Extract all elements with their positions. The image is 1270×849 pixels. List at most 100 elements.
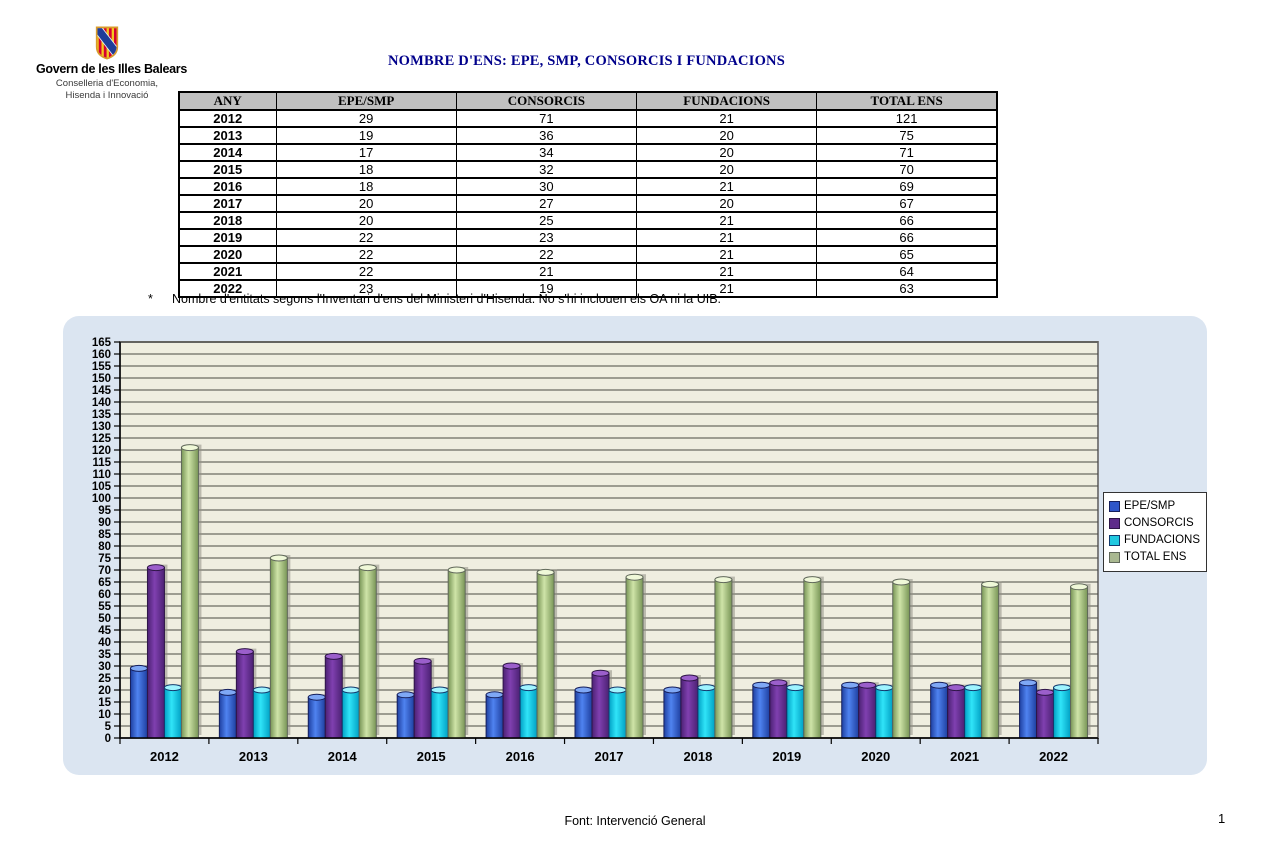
table-cell: 21 [635,212,818,230]
table-cell: 2018 [178,212,277,230]
page-number: 1 [1218,811,1226,826]
table-cell: 25 [455,212,638,230]
svg-text:2022: 2022 [1039,749,1068,764]
table-cell: 34 [455,144,638,162]
svg-text:65: 65 [98,577,111,589]
legend-swatch-icon [1109,552,1120,563]
svg-text:2019: 2019 [772,749,801,764]
table-cell: 75 [816,127,998,145]
svg-text:100: 100 [92,493,111,505]
legend-label: EPE/SMP [1124,500,1176,512]
svg-text:45: 45 [98,625,111,637]
svg-text:145: 145 [92,385,112,397]
svg-text:125: 125 [92,433,112,445]
table-cell: 2021 [178,263,277,281]
legend-item: TOTAL ENS [1109,549,1200,566]
svg-text:85: 85 [98,529,111,541]
table-cell: 19 [275,127,457,145]
table-row: 2012 29 71 21 121 [178,110,998,128]
dept-line-1: Conselleria d'Economia, [55,78,159,89]
table-cell: 20 [635,144,818,162]
footnote-marker: * [148,292,153,306]
table-cell: 22 [275,246,457,264]
table-row: 2013 19 36 20 75 [178,127,998,145]
table-cell: 2014 [178,144,277,162]
legend-swatch-icon [1109,535,1120,546]
svg-text:55: 55 [98,601,111,613]
table-cell: 2015 [178,161,277,179]
svg-text:15: 15 [98,697,111,709]
svg-text:2012: 2012 [150,749,179,764]
org-department: Conselleria d'Economia, Hisenda i Innova… [36,78,178,102]
org-name: Govern de les Illes Balears [36,62,188,76]
svg-text:165: 165 [92,337,112,349]
table-cell: 66 [816,229,998,247]
table-cell: 21 [635,246,818,264]
svg-text:25: 25 [98,673,111,685]
table-cell: 2016 [178,178,277,196]
svg-text:2021: 2021 [950,749,979,764]
table-row: 2018 20 25 21 66 [178,212,998,230]
table-row: 2019 22 23 21 66 [178,229,998,247]
svg-text:2014: 2014 [328,749,358,764]
table-cell: 23 [455,229,638,247]
table-cell: 20 [275,195,457,213]
svg-text:30: 30 [98,661,111,673]
svg-text:150: 150 [92,373,111,385]
svg-text:35: 35 [98,649,111,661]
table-cell: 69 [816,178,998,196]
svg-text:2020: 2020 [861,749,890,764]
svg-text:2015: 2015 [417,749,446,764]
svg-text:2013: 2013 [239,749,268,764]
table-cell: 70 [816,161,998,179]
svg-text:0: 0 [105,733,111,745]
legend-swatch-icon [1109,518,1120,529]
legend-label: FUNDACIONS [1124,534,1201,546]
svg-text:70: 70 [98,565,111,577]
svg-text:10: 10 [98,709,111,721]
table-cell: 22 [275,263,457,281]
table-cell: 17 [275,144,457,162]
table-cell: 21 [635,229,818,247]
table-row: 2015 18 32 20 70 [178,161,998,179]
source-note: Font: Intervenció General [564,814,706,828]
legend-label: CONSORCIS [1124,517,1194,529]
table-cell: 22 [455,246,638,264]
svg-text:60: 60 [98,589,111,601]
table-cell: 66 [816,212,998,230]
table-cell: 36 [455,127,638,145]
svg-text:20: 20 [98,685,111,697]
column-header: ANY [178,91,277,111]
svg-text:90: 90 [98,517,111,529]
svg-text:2017: 2017 [595,749,624,764]
svg-text:135: 135 [92,409,112,421]
chart-panel: 0 5 10 15 20 25 30 35 40 45 50 55 60 65 70 75 80 85 90 95 10… [63,316,1208,775]
table-cell: 2020 [178,246,277,264]
svg-text:110: 110 [92,469,111,481]
balearic-shield-icon [95,26,119,60]
svg-text:105: 105 [92,481,112,493]
svg-text:95: 95 [98,505,111,517]
table-cell: 20 [635,161,818,179]
gov-logo-block: Govern de les Illes Balears Conselleria … [36,26,188,102]
svg-text:140: 140 [92,397,111,409]
table-cell: 32 [455,161,638,179]
svg-text:5: 5 [105,721,112,733]
table-cell: 21 [635,263,818,281]
table-cell: 2017 [178,195,277,213]
chart-legend: EPE/SMP CONSORCIS FUNDACIONS TOTAL ENS [1103,492,1208,572]
table-row: 2014 17 34 20 71 [178,144,998,162]
table-cell: 18 [275,178,457,196]
dept-line-2: Hisenda i Innovació [65,90,149,101]
page-title: NOMBRE D'ENS: EPE, SMP, CONSORCIS I FUND… [388,53,785,69]
table-row: 2017 20 27 20 67 [178,195,998,213]
table-cell: 2019 [178,229,277,247]
table-header-row: ANY EPE/SMP CONSORCIS FUNDACIONS TOTAL ENS [178,91,998,111]
svg-text:155: 155 [92,361,112,373]
table-row: 2020 22 22 21 65 [178,246,998,264]
table-cell: 63 [816,280,998,298]
svg-text:2016: 2016 [506,749,535,764]
svg-text:40: 40 [98,637,111,649]
svg-text:130: 130 [92,421,111,433]
